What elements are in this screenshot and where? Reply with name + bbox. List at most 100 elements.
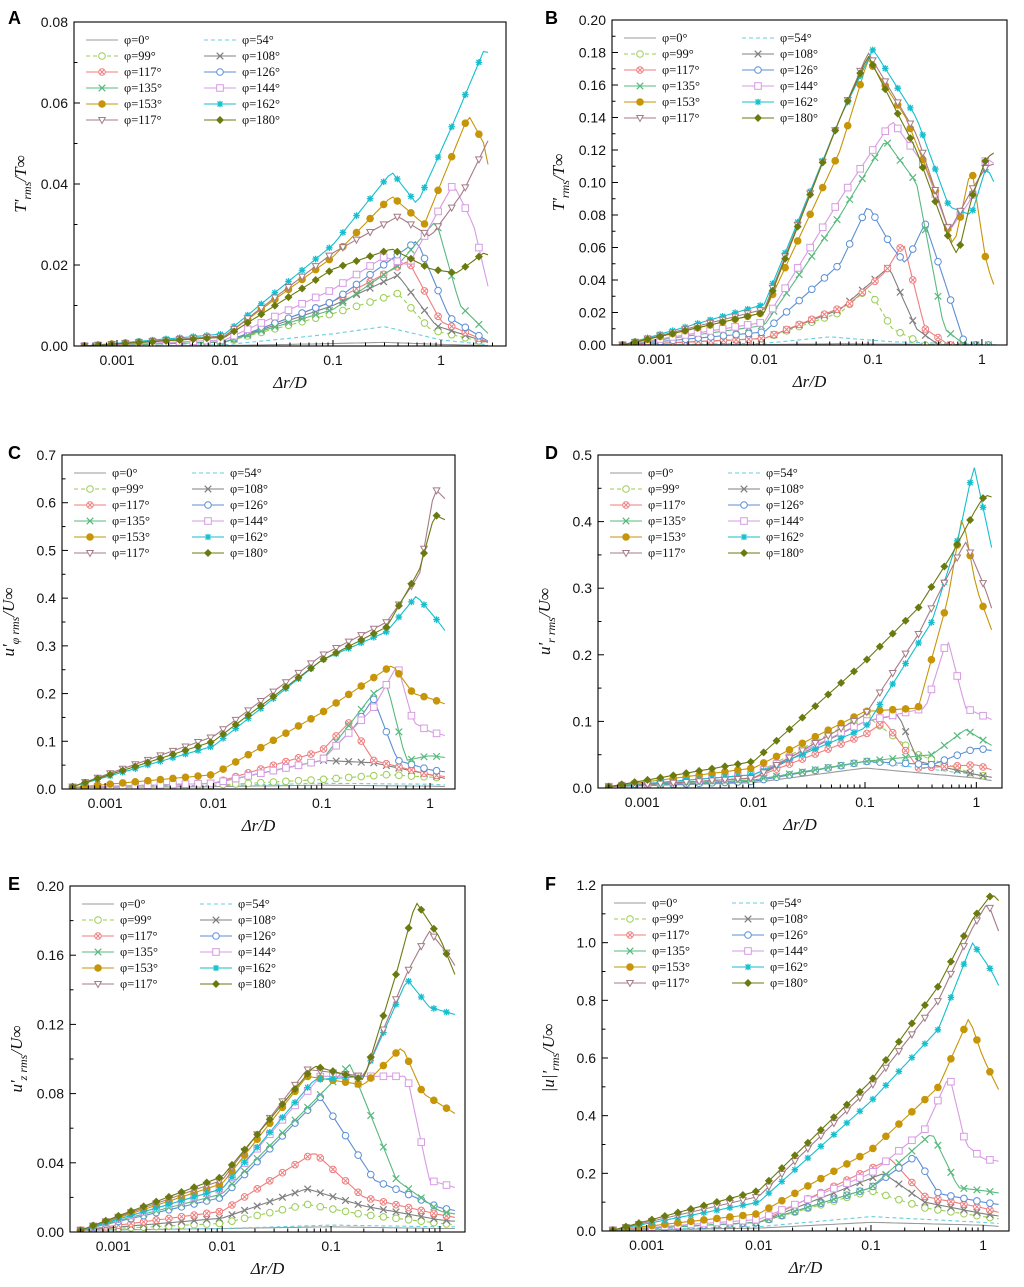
marker xyxy=(257,743,265,752)
marker xyxy=(754,114,762,122)
marker xyxy=(765,1211,773,1220)
marker xyxy=(203,1189,211,1197)
legend-label: φ=126° xyxy=(766,498,804,512)
marker xyxy=(474,156,484,164)
legend-label: φ=180° xyxy=(230,546,268,560)
x-tick-label: 0.01 xyxy=(211,352,238,368)
marker xyxy=(420,306,429,315)
marker xyxy=(811,765,819,774)
marker xyxy=(908,1189,916,1197)
marker xyxy=(943,224,952,232)
marker xyxy=(393,257,402,266)
marker xyxy=(407,304,415,312)
marker xyxy=(969,207,977,214)
marker xyxy=(308,751,314,757)
marker xyxy=(856,1174,864,1182)
marker xyxy=(152,1204,160,1212)
marker xyxy=(311,263,320,271)
legend-label: φ=144° xyxy=(238,945,276,959)
marker xyxy=(881,65,889,72)
legend-item: φ=135° xyxy=(614,944,690,958)
y-label-sub: φ rms xyxy=(8,616,22,644)
legend-label: φ=117° xyxy=(124,65,162,79)
legend-label: φ=144° xyxy=(780,79,818,93)
legend-item: φ=180° xyxy=(732,976,808,990)
marker xyxy=(269,766,278,775)
marker xyxy=(979,745,987,753)
marker xyxy=(985,904,995,913)
marker xyxy=(882,1082,890,1089)
marker xyxy=(204,517,212,525)
marker xyxy=(851,736,857,742)
marker xyxy=(903,748,908,753)
marker xyxy=(953,672,962,680)
marker xyxy=(756,302,764,309)
y-label-sub: rms xyxy=(548,1052,562,1070)
marker xyxy=(811,732,820,741)
marker xyxy=(118,779,127,787)
y-axis: 0.0 0.2 0.4 0.6 0.8 1.0 1.2 |u|'rms/U∞ xyxy=(539,877,608,1239)
marker xyxy=(687,1217,695,1226)
marker xyxy=(954,763,960,769)
marker xyxy=(447,183,456,191)
marker xyxy=(87,502,93,508)
marker xyxy=(230,327,239,336)
marker xyxy=(699,1201,708,1210)
marker xyxy=(824,740,832,747)
marker xyxy=(266,1129,274,1136)
marker xyxy=(921,1095,929,1104)
marker xyxy=(366,262,374,270)
marker xyxy=(902,660,909,667)
legend-label: φ=162° xyxy=(230,530,268,544)
marker xyxy=(772,736,781,745)
marker xyxy=(296,755,301,761)
marker xyxy=(369,703,378,711)
marker xyxy=(623,502,629,508)
marker xyxy=(824,763,832,772)
legend-item: φ=180° xyxy=(192,546,268,560)
marker xyxy=(212,916,220,924)
marker xyxy=(291,1189,299,1197)
marker xyxy=(256,698,265,706)
marker xyxy=(863,721,871,729)
marker xyxy=(278,1129,287,1137)
marker xyxy=(366,214,374,223)
series-11 xyxy=(80,247,489,346)
marker xyxy=(881,1064,891,1073)
legend-label: φ=0° xyxy=(648,466,674,480)
marker xyxy=(269,692,278,701)
legend-label: φ=0° xyxy=(652,896,678,910)
marker xyxy=(392,1001,400,1008)
marker xyxy=(215,1219,224,1228)
marker xyxy=(731,315,740,324)
series-11 xyxy=(68,511,446,789)
marker xyxy=(768,286,777,295)
marker xyxy=(475,243,483,252)
marker xyxy=(194,742,203,751)
marker xyxy=(421,770,427,776)
marker xyxy=(772,773,781,782)
legend-item: φ=117° xyxy=(624,111,700,125)
marker xyxy=(93,774,102,783)
marker xyxy=(94,948,102,956)
marker xyxy=(89,1221,98,1230)
marker xyxy=(956,241,965,250)
marker xyxy=(432,511,441,520)
x-tick-label: 0.001 xyxy=(88,795,123,811)
marker xyxy=(352,280,361,289)
marker xyxy=(442,1205,451,1213)
marker xyxy=(894,1037,903,1046)
marker xyxy=(265,1115,274,1124)
legend-item: φ=99° xyxy=(86,49,156,63)
marker xyxy=(921,331,930,340)
marker xyxy=(447,315,456,323)
marker xyxy=(311,304,320,312)
marker xyxy=(895,1195,903,1204)
marker xyxy=(656,773,665,782)
marker xyxy=(894,1048,904,1056)
marker xyxy=(216,84,224,92)
marker xyxy=(231,758,240,766)
marker xyxy=(744,931,752,939)
marker xyxy=(908,1108,916,1116)
legend-item: φ=135° xyxy=(74,514,150,528)
